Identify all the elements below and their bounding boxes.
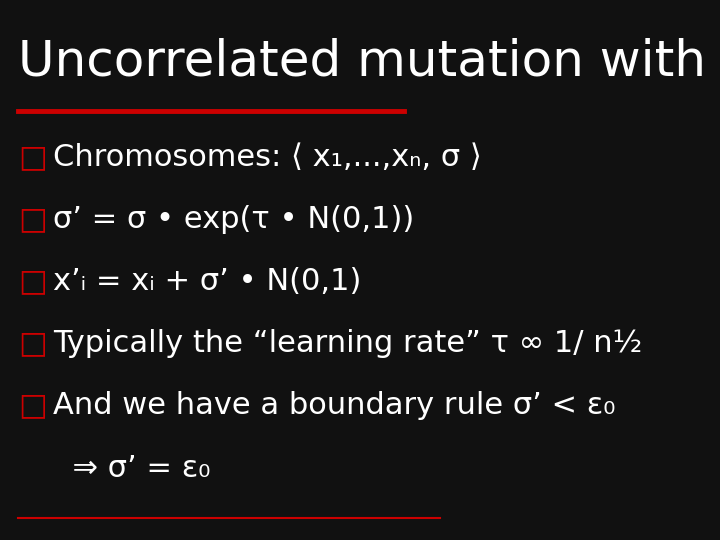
Text: □: □ [18, 205, 48, 234]
Text: x’ᵢ = xᵢ + σ’ • N(0,1): x’ᵢ = xᵢ + σ’ • N(0,1) [53, 267, 361, 296]
Text: σ’ = σ • exp(τ • N(0,1)): σ’ = σ • exp(τ • N(0,1)) [53, 205, 414, 234]
Text: Chromosomes: ⟨ x₁,...,xₙ, σ ⟩: Chromosomes: ⟨ x₁,...,xₙ, σ ⟩ [53, 143, 482, 172]
Text: □: □ [18, 392, 48, 421]
Text: Uncorrelated mutation with one: Uncorrelated mutation with one [18, 38, 720, 86]
Text: □: □ [18, 267, 48, 296]
Text: □: □ [18, 329, 48, 359]
Text: ⇒ σ’ = ε₀: ⇒ σ’ = ε₀ [53, 454, 210, 483]
Text: Typically the “learning rate” τ ∞ 1/ n½: Typically the “learning rate” τ ∞ 1/ n½ [53, 329, 642, 359]
Text: □: □ [18, 143, 48, 172]
Text: And we have a boundary rule σ’ < ε₀: And we have a boundary rule σ’ < ε₀ [53, 392, 615, 421]
